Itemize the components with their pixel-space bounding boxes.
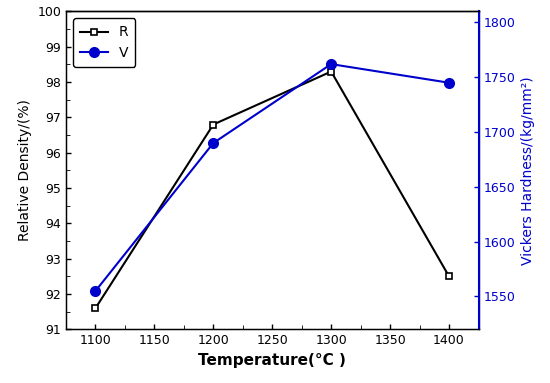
V (446, 80, 452, 85)
R (446, 274, 452, 279)
Line: R: R (92, 68, 453, 312)
R (328, 69, 334, 74)
R (92, 306, 99, 311)
V (328, 62, 334, 66)
V (92, 289, 99, 293)
X-axis label: Temperature(°C ): Temperature(°C ) (199, 353, 346, 368)
V (210, 141, 217, 145)
Y-axis label: Vickers Hardness/(kg/mm²): Vickers Hardness/(kg/mm²) (521, 76, 535, 265)
Line: V: V (91, 59, 454, 296)
R (210, 122, 217, 127)
Y-axis label: Relative Density/(%): Relative Density/(%) (18, 100, 32, 241)
Legend: R, V: R, V (73, 18, 135, 67)
